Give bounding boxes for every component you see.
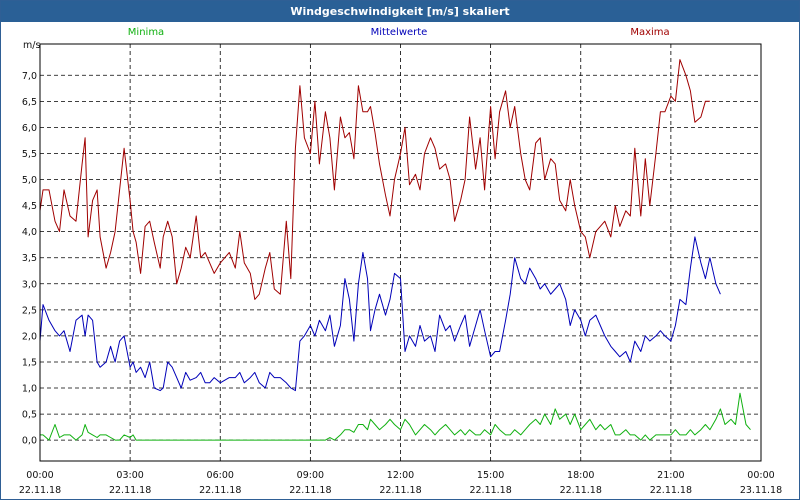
x-tick-time: 09:00 — [297, 470, 324, 481]
legend-mittelwerte: Mittelwerte — [371, 27, 428, 38]
y-tick-label: 5,0 — [22, 175, 37, 186]
x-tick-date: 22.11.18 — [289, 485, 331, 496]
y-tick-label: 1,5 — [22, 357, 37, 368]
y-tick-label: 3,5 — [22, 253, 37, 264]
y-tick-label: 1,0 — [22, 384, 37, 395]
x-tick-time: 12:00 — [387, 470, 414, 481]
y-tick-label: 6,5 — [22, 97, 37, 108]
y-tick-label: 5,5 — [22, 149, 37, 160]
x-tick-time: 21:00 — [657, 470, 684, 481]
y-axis-unit-label: m/s — [23, 40, 40, 51]
x-tick-time: 03:00 — [116, 470, 143, 481]
x-tick-date: 22.11.18 — [379, 485, 421, 496]
y-tick-label: 3,0 — [22, 279, 37, 290]
x-tick-time: 00:00 — [747, 470, 774, 481]
y-tick-label: 4,0 — [22, 227, 37, 238]
y-tick-label: 2,5 — [22, 305, 37, 316]
x-tick-time: 15:00 — [477, 470, 504, 481]
y-tick-label: 7,0 — [22, 71, 37, 82]
x-tick-date: 22.11.18 — [469, 485, 511, 496]
series-maxima — [39, 59, 710, 300]
window-title: Windgeschwindigkeit [m/s] skaliert — [1, 1, 799, 22]
x-axis-ticks: 00:00 22.11.18 03:00 22.11.18 06:00 22.11.18 0… — [19, 470, 782, 496]
series-minima — [40, 392, 751, 441]
x-tick-time: 06:00 — [207, 470, 234, 481]
legend-maxima: Maxima — [630, 27, 669, 38]
y-tick-label: 2,0 — [22, 331, 37, 342]
y-tick-label: 0,5 — [22, 410, 37, 421]
grid — [40, 44, 761, 461]
x-tick-date: 22.11.18 — [19, 485, 61, 496]
x-tick-time: 00:00 — [26, 470, 53, 481]
legend-minima: Minima — [128, 27, 164, 38]
x-tick-date: 22.11.18 — [109, 485, 151, 496]
legend: Minima Mittelwerte Maxima — [128, 27, 670, 38]
y-tick-label: 6,0 — [22, 123, 37, 134]
x-tick-date: 22.11.18 — [650, 485, 692, 496]
y-tick-label: 0,0 — [22, 436, 37, 447]
x-tick-date: 22.11.18 — [199, 485, 241, 496]
y-tick-label: 4,5 — [22, 201, 37, 212]
y-axis-ticks: 0,0 0,5 1,0 1,5 2,0 2,5 3,0 3,5 4,0 4,5 5,0 5,5 6,0 6… — [22, 71, 37, 447]
series-mittelwerte — [39, 236, 721, 392]
series-lines — [39, 59, 751, 441]
x-tick-time: 18:00 — [567, 470, 594, 481]
plot-frame — [39, 43, 762, 462]
x-tick-date: 23.11.18 — [740, 485, 782, 496]
x-tick-date: 22.11.18 — [560, 485, 602, 496]
